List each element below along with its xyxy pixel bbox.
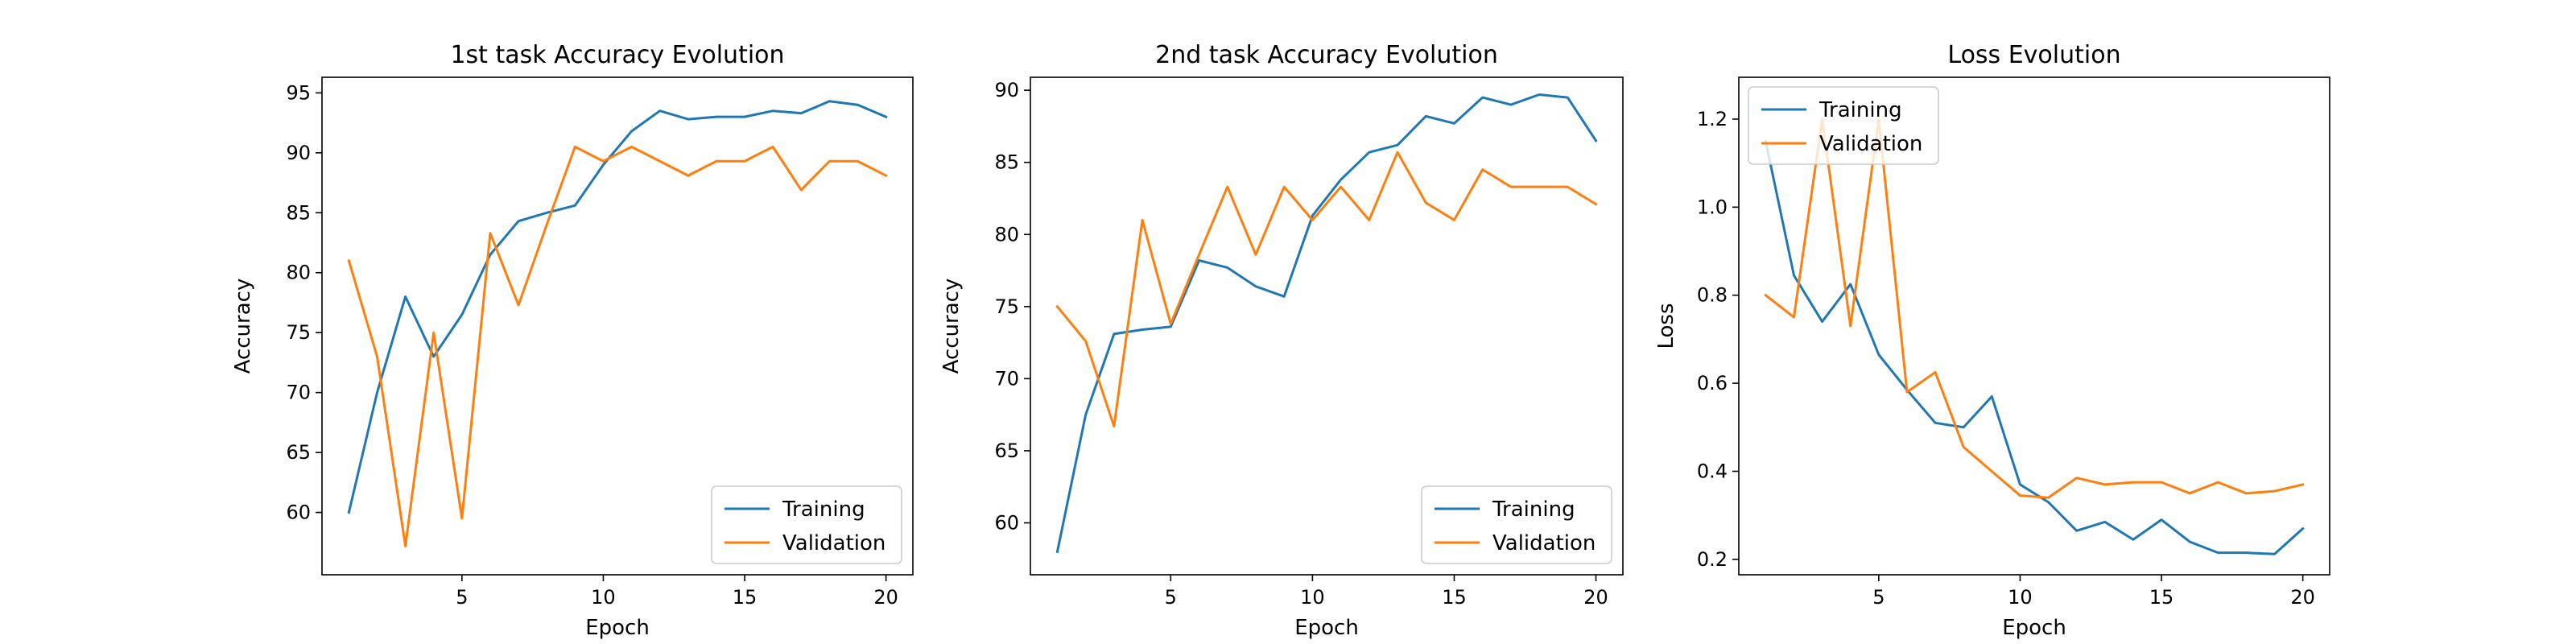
chart-3-ytick-label: 0.8 bbox=[1697, 284, 1728, 307]
chart-1-legend-label-training: Training bbox=[782, 497, 865, 522]
chart-2-xtick-label: 15 bbox=[1442, 586, 1467, 609]
chart-3-axes-frame bbox=[1738, 76, 2330, 576]
chart-1-xtick-label: 10 bbox=[591, 586, 616, 609]
chart-1-xlabel: Epoch bbox=[585, 616, 650, 640]
chart-2-axes-frame bbox=[1030, 76, 1624, 576]
chart-3-xtick-label: 20 bbox=[2290, 586, 2315, 609]
chart-2-series-validation-line bbox=[1055, 151, 1598, 427]
chart-2-title: 2nd task Accuracy Evolution bbox=[1155, 41, 1498, 69]
chart-1-ytick-label: 60 bbox=[286, 502, 311, 524]
chart-2nd-task-accuracy: 2nd task Accuracy Evolution 5 10 15 20 60 65 70… bbox=[939, 41, 1624, 640]
chart-1-title: 1st task Accuracy Evolution bbox=[450, 41, 784, 69]
chart-1-legend: Training Validation bbox=[711, 485, 902, 564]
chart-1-series-training-line bbox=[347, 100, 888, 514]
chart-1-ytick-label: 95 bbox=[286, 81, 311, 104]
chart-2-xtick-label: 5 bbox=[1165, 586, 1177, 609]
chart-1-ytick-label: 85 bbox=[286, 201, 311, 224]
chart-1st-task-accuracy: 1st task Accuracy Evolution 5 10 15 20 60 65 70… bbox=[231, 41, 914, 640]
chart-3-legend-label-validation: Validation bbox=[1819, 132, 1922, 156]
chart-1-ylabel: Accuracy bbox=[231, 279, 255, 374]
chart-3-xtick-label: 10 bbox=[2008, 586, 2033, 609]
chart-2-ytick-label: 90 bbox=[994, 79, 1019, 101]
chart-1-legend-label-validation: Validation bbox=[782, 531, 886, 555]
chart-1-axes-frame bbox=[321, 76, 914, 576]
chart-3-ylabel: Loss bbox=[1654, 303, 1678, 349]
chart-2-ytick-label: 70 bbox=[994, 367, 1019, 390]
chart-2-ylabel: Accuracy bbox=[939, 279, 964, 374]
chart-3-title: Loss Evolution bbox=[1947, 41, 2120, 69]
chart-3-xtick-label: 5 bbox=[1872, 586, 1885, 609]
chart-3-series-validation-line bbox=[1764, 118, 2305, 499]
chart-3-ytick-label: 0.2 bbox=[1697, 548, 1728, 571]
chart-3-legend: Training Validation bbox=[1748, 86, 1939, 165]
chart-3-series-training-line bbox=[1764, 139, 2305, 555]
chart-2-xlabel: Epoch bbox=[1294, 616, 1359, 640]
chart-3-ytick-label: 1.0 bbox=[1697, 196, 1728, 218]
chart-2-ytick-label: 85 bbox=[994, 151, 1019, 174]
chart-3-legend-label-training: Training bbox=[1818, 98, 1902, 122]
chart-3-ytick-label: 0.4 bbox=[1697, 460, 1728, 482]
chart-1-ytick-label: 80 bbox=[286, 262, 311, 284]
chart-1-ytick-label: 65 bbox=[286, 441, 311, 464]
chart-2-ytick-label: 65 bbox=[994, 440, 1019, 462]
chart-loss: Loss Evolution 5 10 15 20 0.2 0.4 0.6 0.8 1.0 1.2 E… bbox=[1654, 41, 2330, 640]
chart-3-ytick-label: 0.6 bbox=[1697, 372, 1728, 394]
chart-1-xtick-label: 20 bbox=[873, 586, 898, 609]
chart-2-legend-frame bbox=[1421, 485, 1612, 564]
chart-3-xtick-label: 15 bbox=[2149, 586, 2174, 609]
chart-2-xtick-label: 20 bbox=[1583, 586, 1608, 609]
chart-3-xlabel: Epoch bbox=[2002, 616, 2066, 640]
chart-2-legend: Training Validation bbox=[1421, 485, 1612, 564]
chart-2-ytick-label: 75 bbox=[994, 295, 1019, 318]
chart-1-legend-frame bbox=[711, 485, 902, 564]
chart-1-ytick-label: 70 bbox=[286, 382, 311, 404]
chart-2-legend-label-training: Training bbox=[1492, 497, 1575, 522]
chart-2-xtick-label: 10 bbox=[1300, 586, 1325, 609]
chart-2-ytick-label: 80 bbox=[994, 223, 1019, 246]
chart-2-ytick-label: 60 bbox=[994, 512, 1019, 535]
chart-1-ytick-label: 90 bbox=[286, 142, 311, 164]
chart-3-ytick-label: 1.2 bbox=[1697, 108, 1728, 130]
chart-1-xtick-label: 5 bbox=[456, 586, 468, 609]
chart-3-legend-frame bbox=[1748, 86, 1939, 165]
chart-1-series-validation-line bbox=[347, 145, 888, 547]
chart-2-legend-label-validation: Validation bbox=[1492, 531, 1596, 555]
chart-1-xtick-label: 15 bbox=[733, 586, 758, 609]
chart-1-ytick-label: 75 bbox=[286, 321, 311, 344]
chart-2-series-training-line bbox=[1055, 93, 1598, 554]
